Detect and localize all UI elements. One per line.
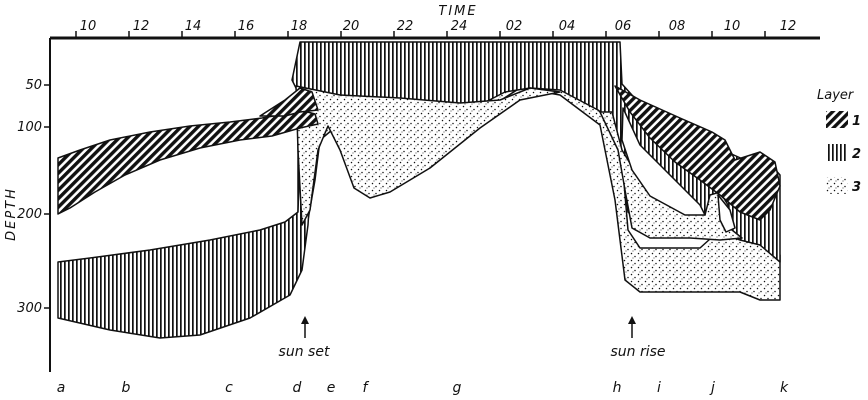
time-tick-label: 24 bbox=[451, 19, 468, 34]
time-tick-label: 10 bbox=[724, 19, 741, 34]
legend-label-layer-1: 1 bbox=[852, 114, 861, 129]
depth-tick-labels: 50 100 200 300 bbox=[17, 78, 42, 316]
legend-swatch-layer-3 bbox=[826, 177, 848, 194]
time-tick-label: 20 bbox=[343, 19, 360, 34]
time-tick-label: 22 bbox=[397, 19, 414, 34]
time-tick-label: 02 bbox=[506, 19, 523, 34]
phase-letter-a: a bbox=[57, 380, 66, 396]
phase-letter-e: e bbox=[327, 380, 336, 396]
legend-title: Layer bbox=[817, 88, 855, 103]
phase-letter-g: g bbox=[453, 380, 462, 396]
phase-letter-c: c bbox=[225, 380, 233, 396]
dawn-opening-1 bbox=[621, 107, 706, 216]
legend-swatch-layer-1 bbox=[826, 111, 848, 128]
depth-tick-label: 300 bbox=[17, 301, 42, 316]
sunset-label: sun set bbox=[279, 344, 330, 360]
time-tick-label: 10 bbox=[80, 19, 97, 34]
legend-label-layer-3: 3 bbox=[852, 180, 861, 195]
time-tick-label: 08 bbox=[669, 19, 686, 34]
sunrise-label: sun rise bbox=[610, 344, 665, 360]
depth-tick-label: 50 bbox=[25, 78, 42, 93]
dawn-opening-2 bbox=[717, 194, 736, 233]
phase-letter-i: i bbox=[657, 380, 661, 396]
layer-1-upper bbox=[259, 87, 319, 117]
layer-shapes bbox=[57, 41, 781, 339]
phase-letter-j: j bbox=[709, 380, 715, 396]
time-tick-label: 04 bbox=[559, 19, 576, 34]
phase-letter-f: f bbox=[363, 380, 370, 396]
axes bbox=[44, 31, 820, 372]
legend-swatch-layer-2 bbox=[826, 144, 848, 161]
time-tick-marks bbox=[75, 31, 766, 38]
legend-label-layer-2: 2 bbox=[852, 147, 861, 162]
sunset-arrowhead bbox=[301, 316, 309, 324]
legend: Layer 1 2 3 bbox=[817, 88, 861, 195]
sunrise-arrowhead bbox=[628, 316, 636, 324]
phase-letter-d: d bbox=[293, 380, 302, 396]
phase-letter-k: k bbox=[780, 380, 789, 396]
phase-letter-b: b bbox=[122, 380, 131, 396]
sunset-marker: sun set bbox=[279, 316, 330, 360]
depth-tick-label: 200 bbox=[17, 207, 42, 222]
y-axis-title: DEPTH bbox=[4, 187, 19, 241]
time-tick-labels: 10 12 14 16 18 20 22 24 02 04 06 08 10 1… bbox=[80, 19, 797, 34]
time-tick-label: 06 bbox=[615, 19, 632, 34]
time-tick-label: 16 bbox=[238, 19, 255, 34]
phase-letters: a b c d e f g h i j k bbox=[57, 380, 789, 396]
sunrise-marker: sun rise bbox=[610, 316, 666, 360]
x-axis-title: TIME bbox=[438, 4, 477, 19]
layer-3-cone bbox=[295, 85, 561, 226]
phase-letter-h: h bbox=[613, 380, 622, 396]
time-tick-label: 14 bbox=[185, 19, 202, 34]
layer-1-dawn bbox=[614, 85, 781, 221]
depth-tick-marks bbox=[44, 84, 50, 309]
time-tick-label: 18 bbox=[291, 19, 308, 34]
time-tick-label: 12 bbox=[780, 19, 797, 34]
depth-tick-label: 100 bbox=[17, 120, 42, 135]
layer-1-band bbox=[57, 109, 319, 215]
time-tick-label: 12 bbox=[133, 19, 150, 34]
